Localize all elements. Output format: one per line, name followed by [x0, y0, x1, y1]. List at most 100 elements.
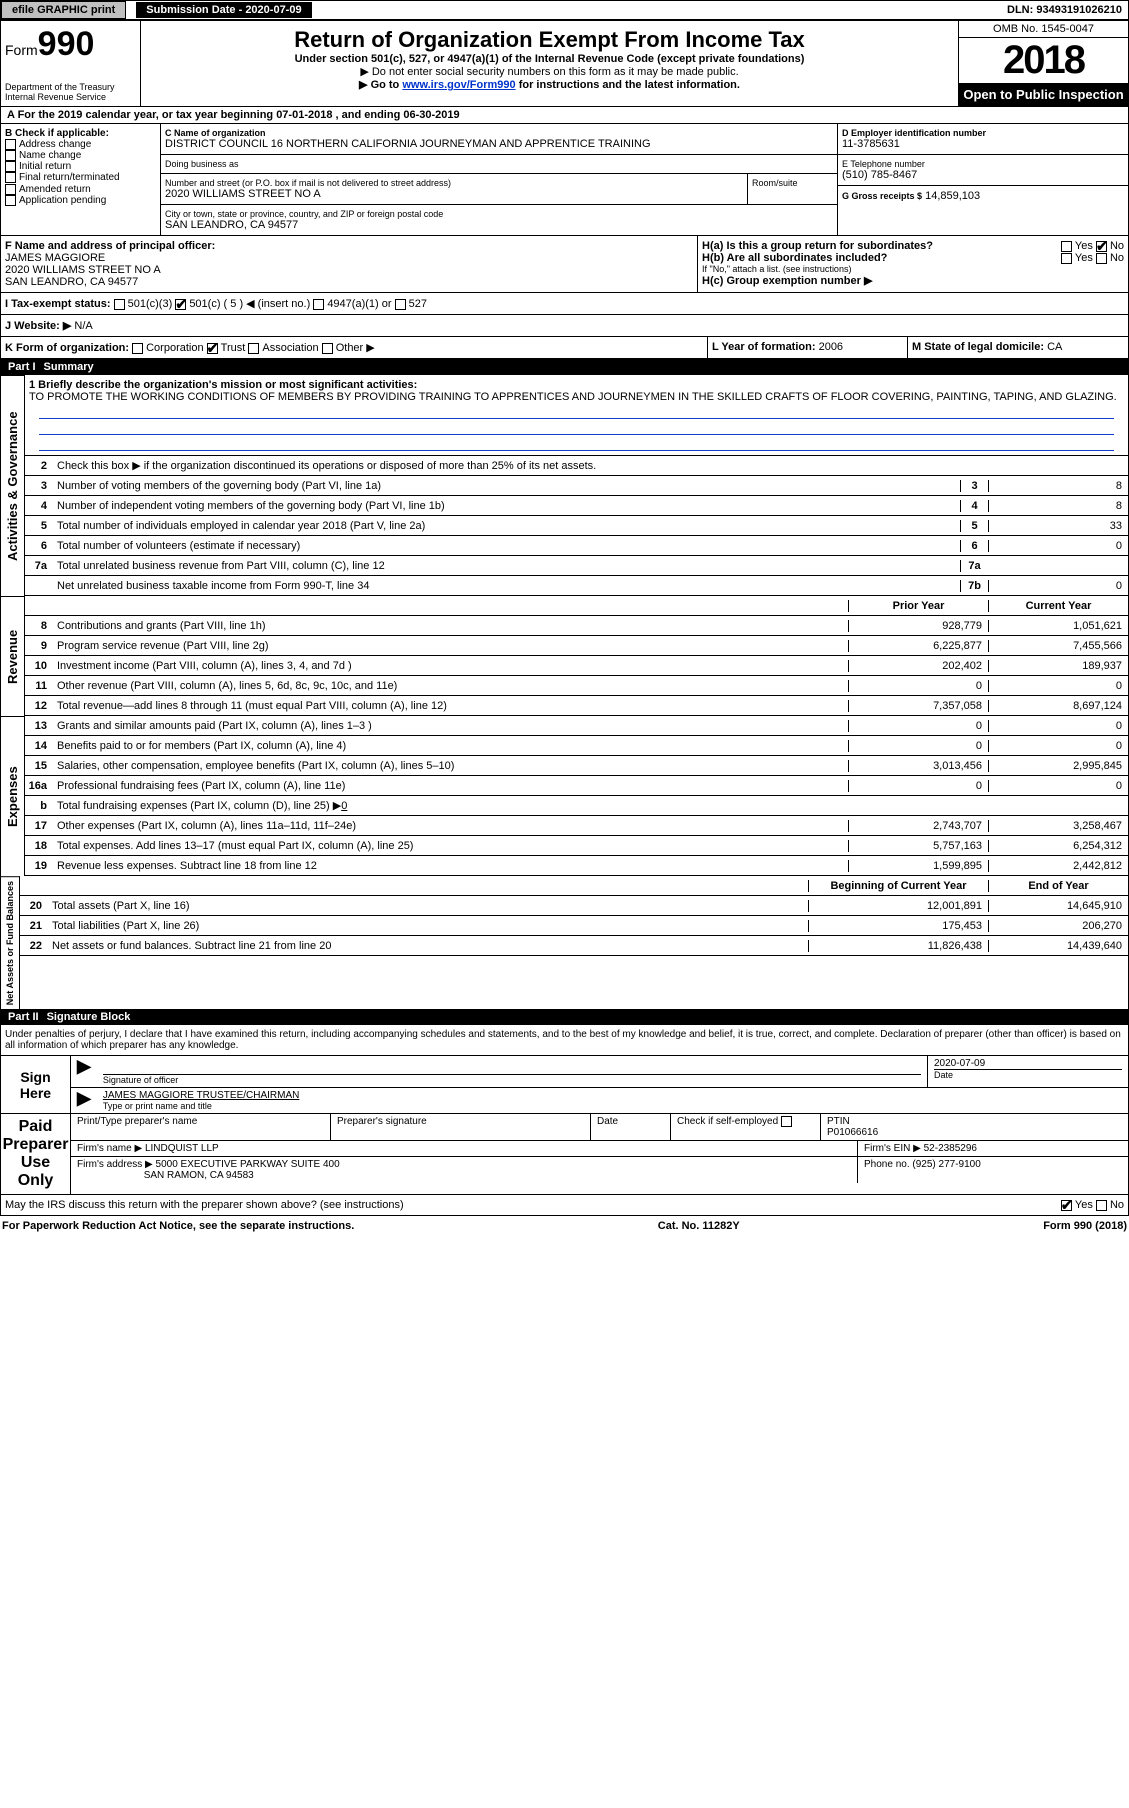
chk-amended-return[interactable]: Amended return [5, 184, 156, 195]
hb-yes[interactable] [1061, 253, 1072, 264]
l2-desc: Check this box ▶ if the organization dis… [53, 457, 1128, 474]
chk-corp[interactable] [132, 343, 143, 354]
info-grid: B Check if applicable: Address change Na… [0, 124, 1129, 236]
l14-cy: 0 [988, 740, 1128, 752]
l17-py: 2,743,707 [848, 820, 988, 832]
part1-label: Part I [8, 361, 44, 373]
chk-4947[interactable] [313, 299, 324, 310]
ptin-cell: PTINP01066616 [821, 1114, 1128, 1140]
l21-bcy: 175,453 [808, 920, 988, 932]
ha-yes-lbl: Yes [1075, 240, 1093, 252]
ssn-notice: ▶ Do not enter social security numbers o… [147, 65, 952, 78]
chk-address-change[interactable]: Address change [5, 139, 156, 150]
col-c: C Name of organization DISTRICT COUNCIL … [161, 124, 838, 235]
l14-py: 0 [848, 740, 988, 752]
part2-title: Signature Block [47, 1011, 131, 1023]
firm-addr-cell: Firm's address ▶ 5000 EXECUTIVE PARKWAY … [71, 1157, 858, 1183]
chk-other[interactable] [322, 343, 333, 354]
chk-501c3[interactable] [114, 299, 125, 310]
chk-name-change[interactable]: Name change [5, 150, 156, 161]
l4-val: 8 [988, 500, 1128, 512]
preparer-sig-h: Preparer's signature [331, 1114, 591, 1140]
l19-py: 1,599,895 [848, 860, 988, 872]
lbl-527: 527 [409, 298, 427, 310]
irs-link[interactable]: www.irs.gov/Form990 [402, 79, 515, 91]
chk-application-pending[interactable]: Application pending [5, 195, 156, 206]
part2-label: Part II [8, 1011, 47, 1023]
briefly-q: 1 Briefly describe the organization's mi… [29, 379, 1124, 391]
irs-no[interactable] [1096, 1200, 1107, 1211]
l18-desc: Total expenses. Add lines 13–17 (must eq… [53, 838, 848, 854]
lbl-4947: 4947(a)(1) or [327, 298, 391, 310]
city-block: City or town, state or province, country… [161, 205, 837, 235]
ptin-val: P01066616 [827, 1127, 878, 1138]
l8-py: 928,779 [848, 620, 988, 632]
g-label: G Gross receipts $ [842, 191, 922, 201]
firm-name-cell: Firm's name ▶ LINDQUIST LLP [71, 1141, 858, 1156]
ha-no[interactable] [1096, 241, 1107, 252]
l6-val: 0 [988, 540, 1128, 552]
l13-py: 0 [848, 720, 988, 732]
chk-assoc[interactable] [248, 343, 259, 354]
sig-date: 2020-07-09 [934, 1058, 1122, 1069]
sidebar-expenses: Expenses [0, 716, 25, 876]
footer: For Paperwork Reduction Act Notice, see … [0, 1216, 1129, 1236]
blueline [39, 419, 1114, 435]
lbl-501c3: 501(c)(3) [128, 298, 173, 310]
officer-addr2: SAN LEANDRO, CA 94577 [5, 276, 693, 288]
sidebar-net-assets: Net Assets or Fund Balances [0, 876, 20, 1009]
c-name-label: C Name of organization [165, 128, 833, 138]
l15-desc: Salaries, other compensation, employee b… [53, 758, 848, 774]
efile-print-button[interactable]: efile GRAPHIC print [1, 1, 126, 19]
sidebar-activities: Activities & Governance [0, 375, 25, 596]
sign-here-label: Sign Here [1, 1056, 71, 1113]
sig-name-cell: JAMES MAGGIORE TRUSTEE/CHAIRMAN Type or … [97, 1088, 1128, 1113]
lbl-trust: Trust [221, 342, 246, 354]
irs-yes[interactable] [1061, 1200, 1072, 1211]
chk-501c[interactable] [175, 299, 186, 310]
hb-no[interactable] [1096, 253, 1107, 264]
tax-year: 2018 [959, 38, 1128, 83]
firm-addr-lbl: Firm's address ▶ [77, 1159, 153, 1170]
irs-discuss-q: May the IRS discuss this return with the… [1, 1195, 1057, 1215]
firm-lbl: Firm's name ▶ [77, 1143, 142, 1154]
chk-self-employed[interactable] [781, 1116, 792, 1127]
sig-date-lbl: Date [934, 1069, 1122, 1080]
ha-yes[interactable] [1061, 241, 1072, 252]
footer-right: Form 990 (2018) [1043, 1220, 1127, 1232]
chk-trust[interactable] [207, 343, 218, 354]
l22-desc: Net assets or fund balances. Subtract li… [48, 938, 808, 954]
l11-py: 0 [848, 680, 988, 692]
part1-bar: Part I Summary [0, 359, 1129, 375]
l20-desc: Total assets (Part X, line 16) [48, 898, 808, 914]
self-emp-cell: Check if self-employed [671, 1114, 821, 1140]
ptin-lbl: PTIN [827, 1116, 850, 1127]
city-label: City or town, state or province, country… [165, 209, 833, 219]
state-domicile: CA [1047, 341, 1062, 353]
l20-bcy: 12,001,891 [808, 900, 988, 912]
chk-initial-return[interactable]: Initial return [5, 161, 156, 172]
l20-eoy: 14,645,910 [988, 900, 1128, 912]
l21-eoy: 206,270 [988, 920, 1128, 932]
chk-lbl-initial: Initial return [19, 161, 71, 172]
l5-val: 33 [988, 520, 1128, 532]
f-label: F Name and address of principal officer: [5, 240, 693, 252]
sig-officer-label: Signature of officer [103, 1074, 921, 1085]
b-label: B Check if applicable: [5, 128, 156, 139]
ag-lines: 1 Briefly describe the organization's mi… [25, 375, 1129, 596]
chk-527[interactable] [395, 299, 406, 310]
ein-lbl: Firm's EIN ▶ [864, 1143, 921, 1154]
org-name-block: C Name of organization DISTRICT COUNCIL … [161, 124, 837, 155]
firm-ein-cell: Firm's EIN ▶ 52-2385296 [858, 1141, 1128, 1156]
l16b-text: Total fundraising expenses (Part IX, col… [57, 800, 341, 812]
topbar: efile GRAPHIC print Submission Date - 20… [0, 0, 1129, 20]
l15-py: 3,013,456 [848, 760, 988, 772]
chk-final-return[interactable]: Final return/terminated [5, 172, 156, 183]
l3-val: 8 [988, 480, 1128, 492]
ha-label: H(a) Is this a group return for subordin… [702, 240, 933, 252]
chk-lbl-final: Final return/terminated [19, 173, 120, 184]
hb-label: H(b) Are all subordinates included? [702, 252, 887, 264]
firm-ein: 52-2385296 [924, 1143, 977, 1154]
f-h-row: F Name and address of principal officer:… [0, 236, 1129, 293]
k-block: K Form of organization: Corporation Trus… [1, 337, 708, 358]
